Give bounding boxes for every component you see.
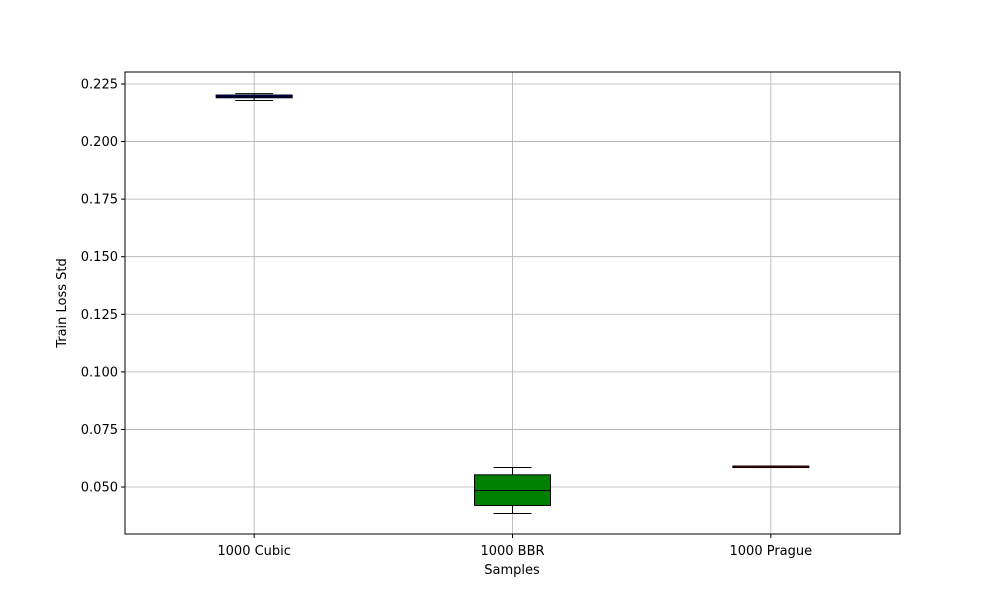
- x-axis-label: Samples: [484, 563, 540, 578]
- y-tick-label: 0.100: [81, 365, 118, 380]
- y-tick-label: 0.200: [81, 135, 118, 150]
- y-tick-label: 0.150: [81, 250, 118, 265]
- y-tick-label: 0.225: [81, 77, 118, 92]
- box-1000-prague: [732, 465, 810, 469]
- box-series: [215, 93, 810, 515]
- y-axis: 0.050 0.075 0.100 0.125 0.150 0.175 0.200 0.225: [81, 77, 125, 496]
- y-tick-label: 0.125: [81, 308, 118, 323]
- x-tick-label: 1000 Cubic: [217, 544, 291, 559]
- box-1000-cubic: [215, 93, 293, 102]
- x-tick-label: 1000 BBR: [480, 544, 544, 559]
- grid-lines: [125, 72, 900, 534]
- x-tick-label: 1000 Prague: [730, 544, 813, 559]
- y-tick-label: 0.050: [81, 481, 118, 496]
- box-1000-bbr: [474, 466, 551, 515]
- y-tick-label: 0.175: [81, 193, 118, 208]
- y-tick-label: 0.075: [81, 423, 118, 438]
- x-axis: 1000 Cubic 1000 BBR 1000 Prague: [217, 534, 812, 559]
- y-axis-label: Train Loss Std: [55, 258, 70, 349]
